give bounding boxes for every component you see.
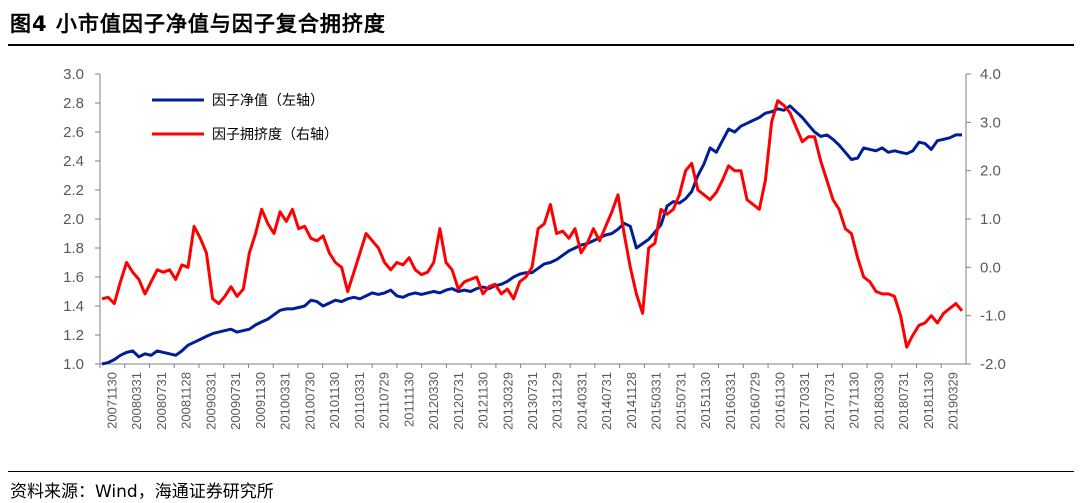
left-tick-label: 2.0: [63, 211, 84, 228]
left-tick-label: 1.2: [63, 327, 84, 344]
x-tick-label: 20141128: [624, 372, 639, 429]
header-rule: [8, 44, 1074, 46]
x-tick-label: 20130731: [525, 372, 540, 430]
left-tick-label: 2.4: [63, 153, 84, 170]
x-tick-label: 20140731: [599, 372, 614, 430]
x-tick-label: 20101130: [327, 372, 342, 429]
right-tick-label: 1.0: [980, 211, 1001, 228]
chart: 1.0 1.2 1.4 1.6 1.8 2.0 2.2 2.4 2.6 2.8 3.0 -2.0 -1…: [63, 66, 1006, 430]
x-tick-label: 20170731: [822, 372, 837, 430]
right-tick-label: -2.0: [980, 356, 1006, 373]
x-tick-label: 20120330: [426, 372, 441, 430]
x-tick-label: 20161130: [772, 372, 787, 429]
net-value-series-line: [101, 104, 962, 366]
left-axis-ticks: 1.0 1.2 1.4 1.6 1.8 2.0 2.2 2.4 2.6 2.8 3.0: [63, 66, 100, 373]
x-tick-label: 20150731: [674, 372, 689, 430]
x-tick-label: 20160729: [748, 372, 763, 430]
x-tick-label: 20111130: [401, 372, 416, 427]
left-tick-label: 1.0: [63, 356, 84, 373]
x-tick-label: 20080331: [129, 372, 144, 430]
figure-title: 图4 小市值因子净值与因子复合拥挤度: [10, 12, 386, 36]
x-tick-label: 20160331: [723, 372, 738, 430]
x-tick-label: 20071130: [104, 372, 119, 429]
left-tick-label: 1.8: [63, 240, 84, 257]
x-tick-label: 20120731: [451, 372, 466, 430]
left-tick-label: 1.6: [63, 269, 84, 286]
left-tick-label: 2.6: [63, 124, 84, 141]
x-tick-label: 20190329: [946, 372, 961, 430]
right-tick-label: 3.0: [980, 114, 1001, 131]
x-tick-label: 20150331: [649, 372, 664, 430]
x-tick-label: 20181130: [921, 372, 936, 429]
x-tick-label: 20090331: [203, 372, 218, 430]
x-tick-label: 20171130: [847, 372, 862, 429]
legend-label: 因子净值（左轴）: [212, 93, 324, 109]
x-tick-label: 20110331: [352, 372, 367, 429]
x-tick-label: 20151130: [698, 372, 713, 429]
right-axis-ticks: -2.0 -1.0 0.0 1.0 2.0 3.0 4.0: [966, 66, 1006, 373]
series-lines: [101, 99, 964, 366]
right-tick-label: 4.0: [980, 66, 1001, 83]
chart-axes: [99, 74, 967, 365]
right-tick-label: -1.0: [980, 308, 1006, 325]
chart-legend: 因子净值（左轴） 因子拥挤度（右轴）: [152, 93, 338, 143]
crowding-series-line: [101, 99, 964, 349]
x-tick-label: 20080731: [154, 372, 169, 430]
legend-label: 因子拥挤度（右轴）: [212, 127, 338, 143]
left-tick-label: 2.2: [63, 182, 84, 199]
left-tick-label: 2.8: [63, 95, 84, 112]
figure-header: 图4 小市值因子净值与因子复合拥挤度: [0, 0, 1080, 48]
x-tick-label: 20180731: [896, 372, 911, 430]
x-tick-label: 20180330: [871, 372, 886, 430]
x-axis-ticks: 20071130 20080331 20080731 20081128 20090331…: [99, 364, 961, 430]
x-tick-label: 20170331: [797, 372, 812, 430]
source-note: 资料来源：Wind，海通证券研究所: [10, 482, 274, 502]
x-tick-label: 20110729: [377, 372, 392, 429]
x-tick-label: 20081128: [179, 372, 194, 429]
left-tick-label: 3.0: [63, 66, 84, 83]
right-tick-label: 0.0: [980, 259, 1001, 276]
x-tick-label: 20100730: [302, 372, 317, 430]
footer-rule: [8, 471, 1074, 472]
x-tick-label: 20140331: [575, 372, 590, 430]
x-tick-label: 20090731: [228, 372, 243, 430]
x-tick-label: 20100331: [278, 372, 293, 430]
left-tick-label: 1.4: [63, 298, 84, 315]
x-tick-label: 20131129: [550, 372, 565, 429]
x-tick-label: 20121130: [476, 372, 491, 429]
right-tick-label: 2.0: [980, 163, 1001, 180]
x-tick-label: 20130329: [500, 372, 515, 430]
x-tick-label: 20091130: [253, 372, 268, 429]
